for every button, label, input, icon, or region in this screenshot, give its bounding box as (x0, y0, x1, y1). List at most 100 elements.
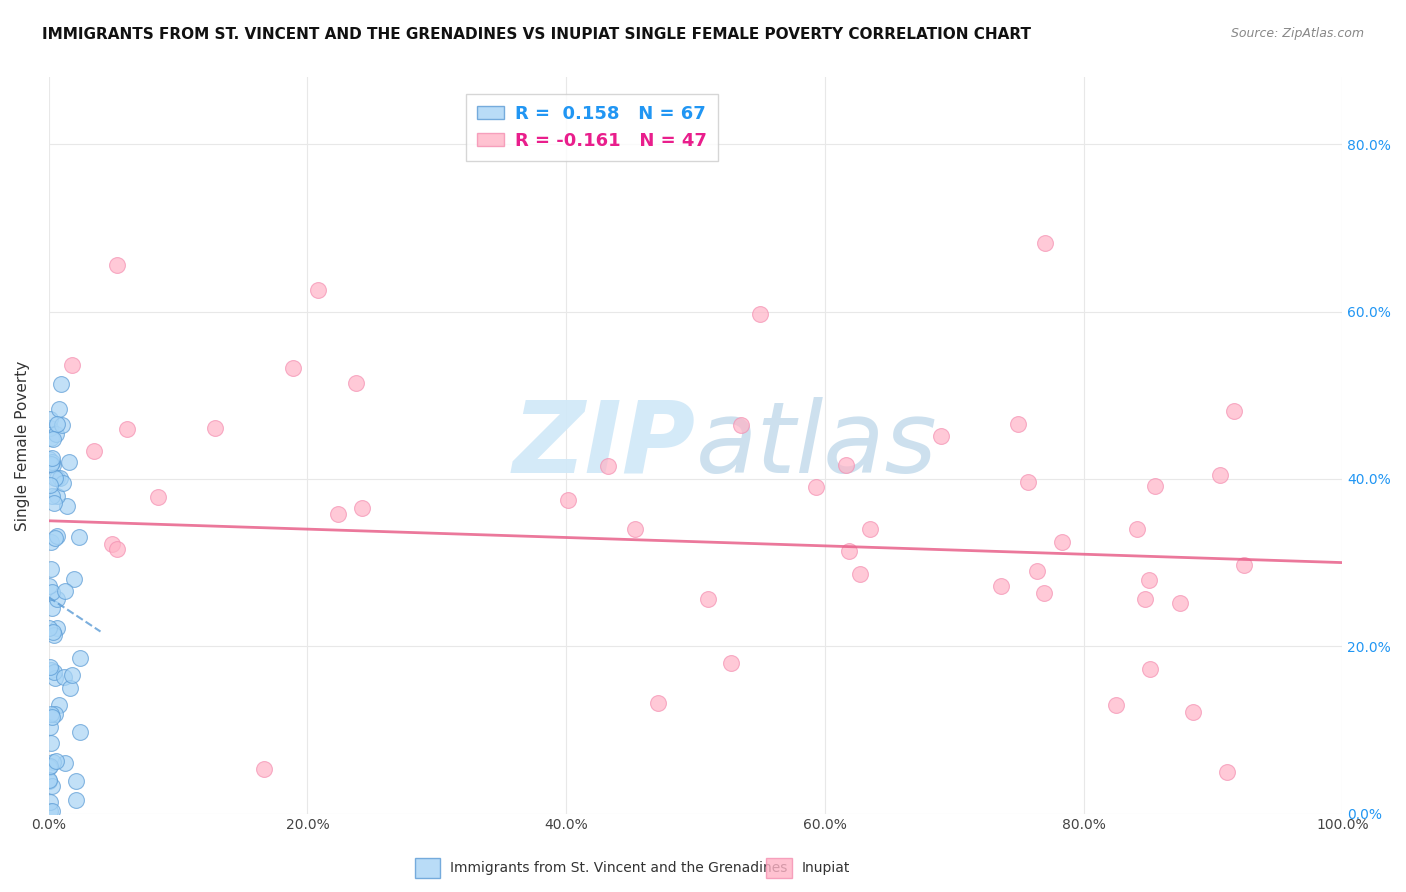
Point (41, 455, 63, 469)
Point (41, 736, 63, 750)
Point (44, 496, 66, 510)
Point (838, 543, 860, 558)
Point (42, 755, 65, 769)
Point (858, 522, 880, 536)
Point (44, 531, 66, 545)
Point (65, 793, 87, 807)
Point (1209, 467, 1232, 482)
Point (115, 422, 138, 436)
Point (344, 376, 367, 391)
Point (105, 258, 128, 272)
Text: IMMIGRANTS FROM ST. VINCENT AND THE GRENADINES VS INUPIAT SINGLE FEMALE POVERTY : IMMIGRANTS FROM ST. VINCENT AND THE GREN… (42, 27, 1031, 42)
Point (39, 535, 62, 549)
Point (44, 706, 66, 721)
Point (146, 490, 169, 504)
Point (804, 480, 827, 494)
Point (42, 665, 65, 679)
Point (623, 523, 645, 537)
Point (42, 458, 65, 472)
Point (41, 601, 63, 615)
Point (83, 444, 105, 458)
Point (51, 418, 73, 433)
Point (1181, 705, 1204, 719)
Point (931, 428, 953, 442)
Point (49, 377, 72, 392)
Point (38, 451, 60, 466)
Point (1026, 564, 1049, 578)
Y-axis label: Single Female Poverty: Single Female Poverty (15, 360, 30, 531)
Point (38, 758, 60, 772)
Point (557, 492, 579, 507)
Point (39, 478, 62, 492)
Point (39, 457, 62, 471)
Point (105, 542, 128, 557)
Point (1233, 558, 1256, 572)
Point (45, 591, 67, 606)
Point (1215, 764, 1237, 779)
Point (39, 659, 62, 673)
Point (326, 507, 349, 521)
Point (1017, 475, 1039, 489)
Point (1033, 586, 1056, 600)
Point (1007, 417, 1029, 432)
Point (58, 455, 80, 469)
Point (59, 681, 82, 695)
Point (1143, 479, 1166, 493)
Point (1125, 522, 1147, 536)
Point (730, 417, 752, 432)
Point (41, 585, 63, 599)
Point (38, 773, 60, 788)
Point (39, 796, 62, 810)
Point (46, 470, 69, 484)
Point (46, 621, 69, 635)
Point (38, 759, 60, 773)
Point (46, 417, 69, 431)
Point (46, 529, 69, 543)
Point (45, 755, 67, 769)
Point (63, 572, 86, 586)
Text: Immigrants from St. Vincent and the Grenadines: Immigrants from St. Vincent and the Gren… (450, 861, 787, 875)
Text: Inupiat: Inupiat (801, 861, 849, 875)
Point (352, 501, 374, 516)
Point (41, 804, 63, 818)
Point (42, 432, 65, 446)
Point (41, 710, 63, 724)
Point (835, 458, 858, 473)
Point (1133, 591, 1156, 606)
Point (598, 459, 620, 474)
Point (647, 696, 669, 710)
Point (39, 431, 62, 445)
Point (100, 537, 122, 551)
Point (849, 567, 872, 582)
Point (45, 427, 67, 442)
Point (1137, 573, 1160, 587)
Point (60, 668, 83, 682)
Point (65, 774, 87, 789)
Point (39, 804, 62, 818)
Point (1223, 403, 1246, 417)
Point (308, 283, 330, 297)
Point (46, 490, 69, 504)
Point (697, 591, 720, 606)
Point (41, 450, 63, 465)
Point (52, 670, 75, 684)
Point (38, 411, 60, 425)
Point (48, 698, 70, 712)
Point (69, 650, 91, 665)
Point (204, 421, 226, 435)
Point (53, 584, 76, 599)
Point (60, 358, 83, 372)
Point (990, 579, 1012, 593)
Point (67, 530, 90, 544)
Point (1104, 698, 1126, 713)
Point (1139, 662, 1161, 676)
Point (38, 621, 60, 635)
Point (749, 307, 772, 321)
Text: ZIP: ZIP (513, 397, 696, 494)
Point (39, 562, 62, 576)
Point (39, 663, 62, 677)
Point (720, 656, 742, 670)
Point (49, 471, 72, 485)
Point (42, 624, 65, 639)
Point (48, 402, 70, 417)
